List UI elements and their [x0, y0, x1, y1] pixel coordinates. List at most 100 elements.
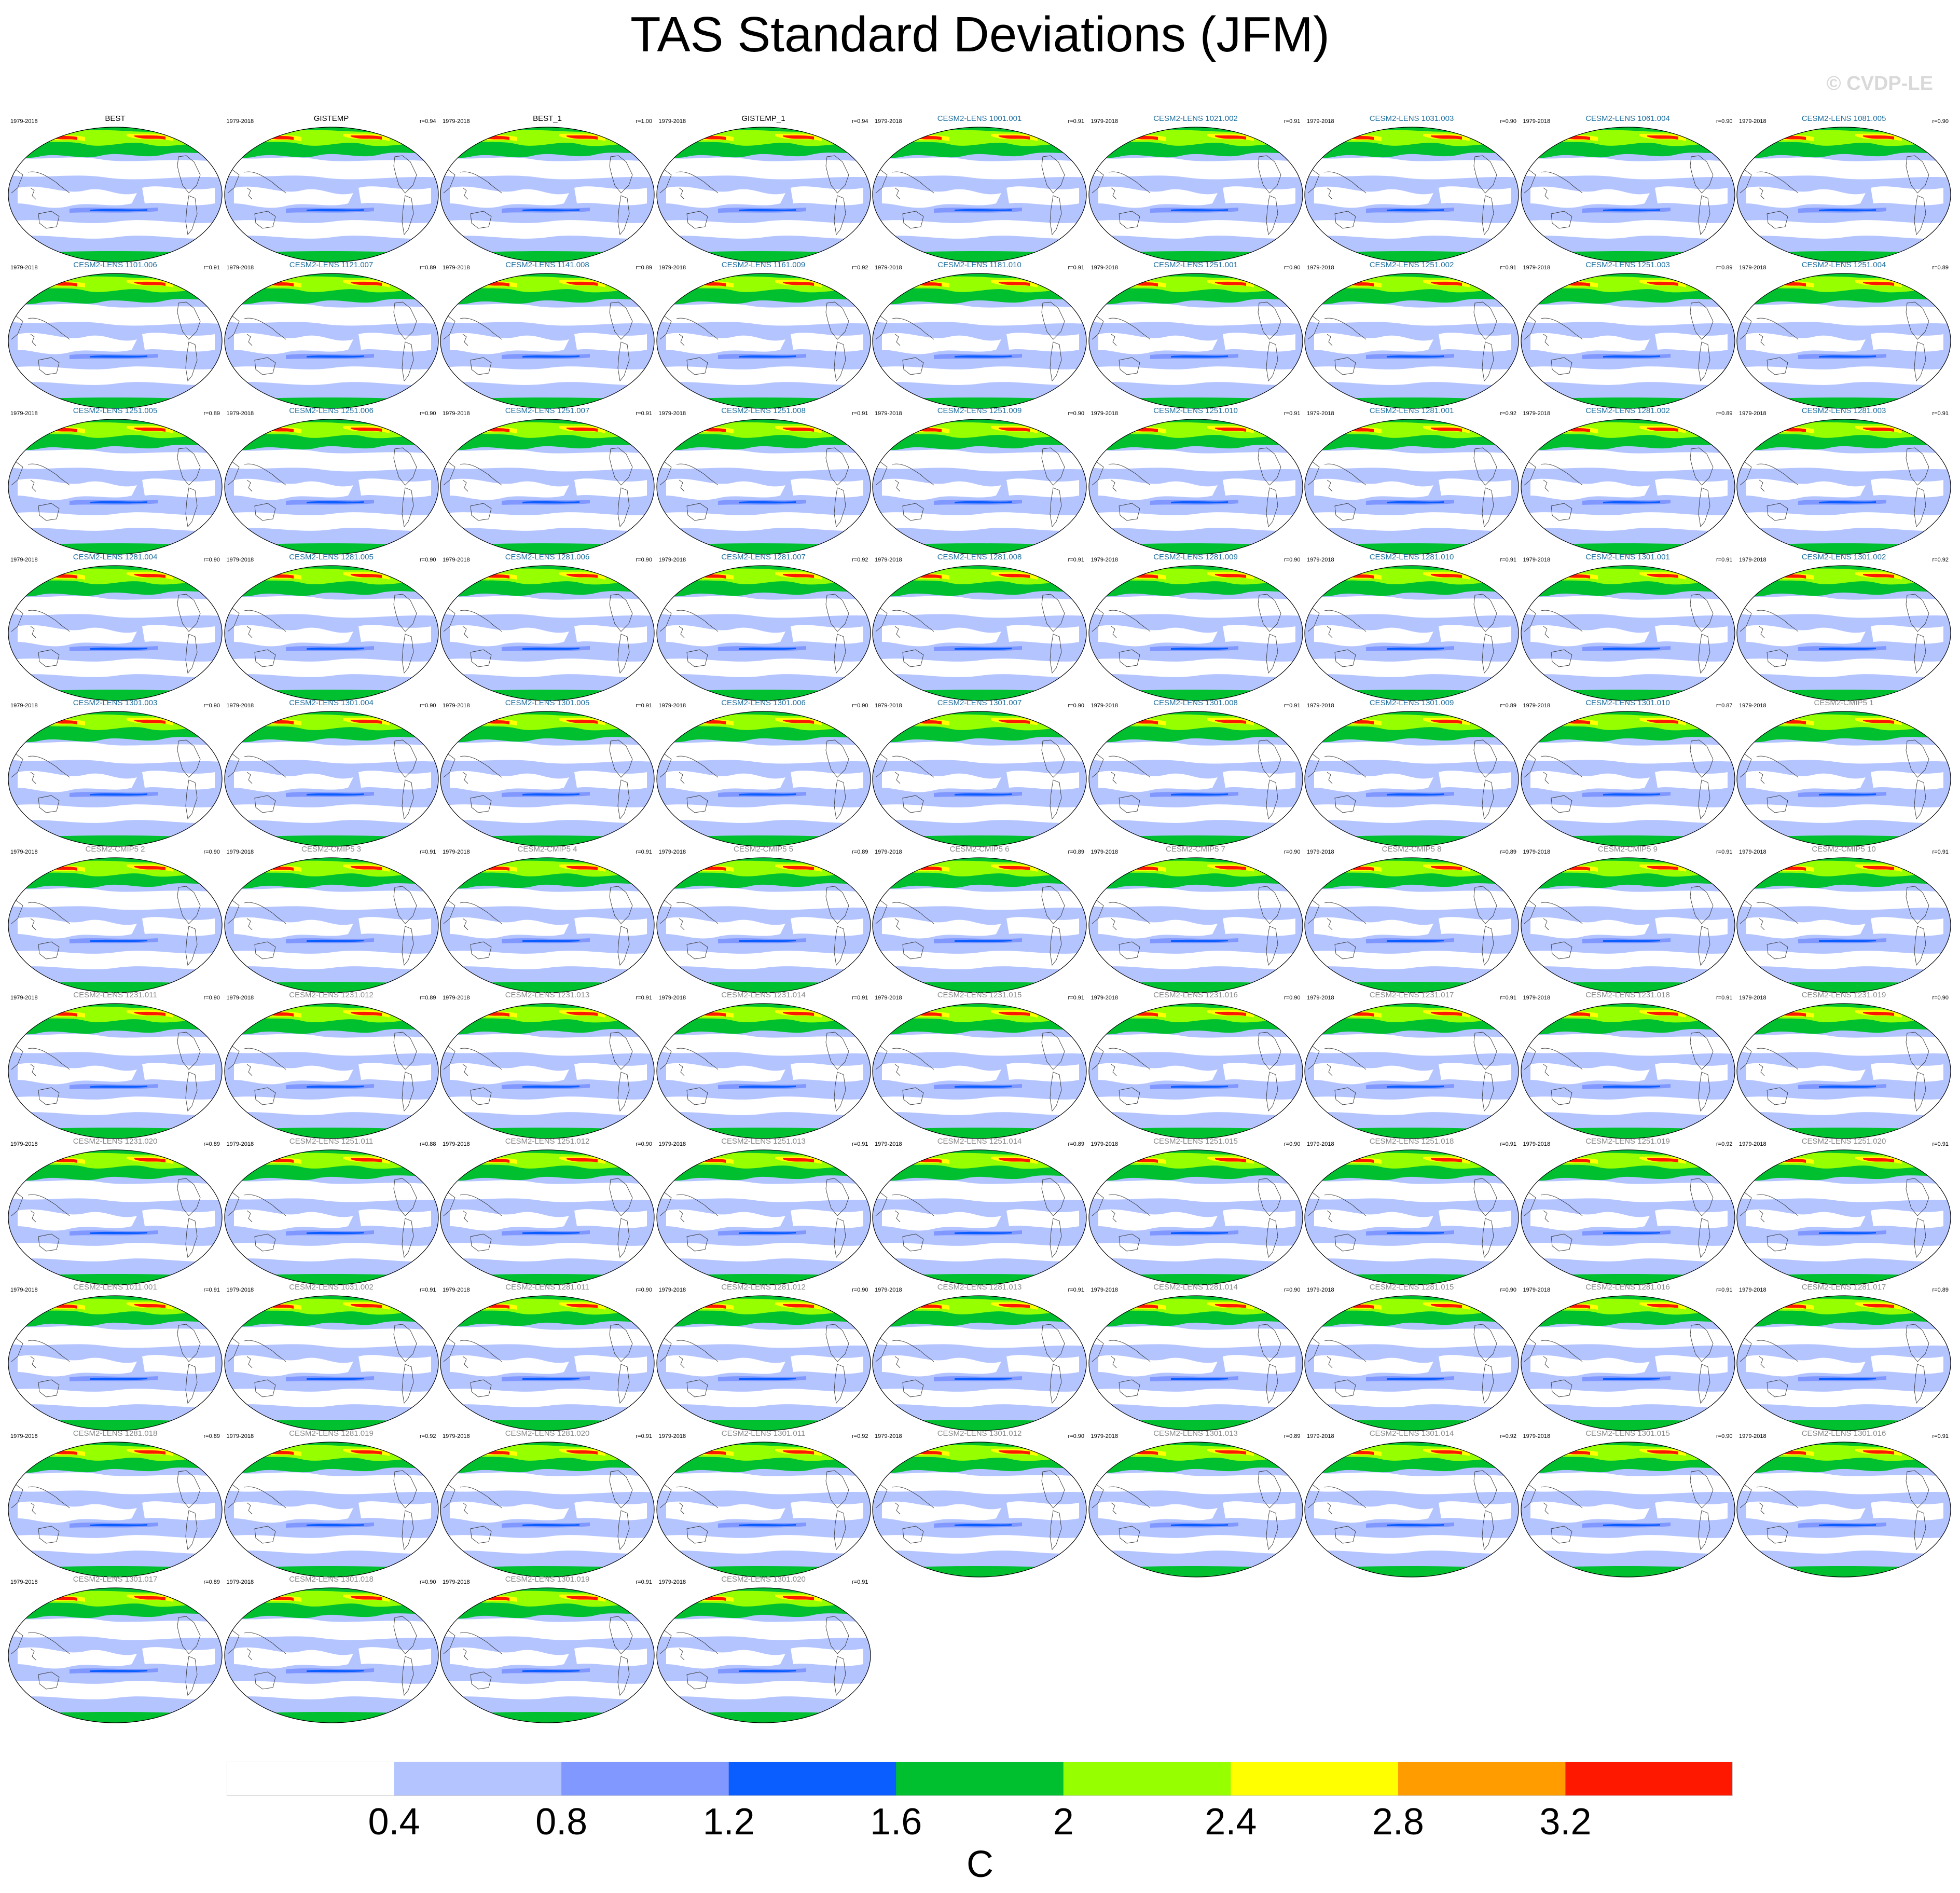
- panel-period: 1979-2018: [1523, 410, 1551, 417]
- map-panel-cesm2-lens-1231-012: 1979-2018 CESM2-LENS 1231.012 r=0.89: [224, 991, 439, 1140]
- world-map: [1520, 1002, 1736, 1140]
- panel-title: CESM2-LENS 1251.002: [1369, 260, 1454, 269]
- panel-title: CESM2-LENS 1231.019: [1801, 991, 1886, 999]
- map-panel-cesm2-lens-1231-015: 1979-2018 CESM2-LENS 1231.015 r=0.91: [872, 991, 1087, 1140]
- panel-period: 1979-2018: [226, 703, 254, 709]
- panel-period: 1979-2018: [443, 118, 470, 125]
- panel-title: CESM2-LENS 1251.014: [937, 1136, 1022, 1146]
- panel-pattern-correlation: r=0.90: [203, 556, 220, 563]
- panel-period: 1979-2018: [658, 1141, 686, 1147]
- panel-period: 1979-2018: [658, 264, 686, 271]
- map-panel-cesm2-lens-1281-005: 1979-2018 CESM2-LENS 1281.005 r=0.90: [224, 553, 439, 702]
- world-map: [1736, 856, 1952, 994]
- panel-title: BEST: [105, 114, 126, 123]
- world-map: [1088, 1148, 1304, 1286]
- panel-pattern-correlation: r=0.91: [852, 1141, 868, 1147]
- panel-period: 1979-2018: [226, 1287, 254, 1293]
- panel-pattern-correlation: r=0.91: [420, 848, 436, 855]
- panel-pattern-correlation: r=0.89: [1932, 1287, 1949, 1293]
- world-map: [872, 564, 1087, 702]
- colorbar-segment: [1231, 1762, 1399, 1796]
- panel-pattern-correlation: r=0.90: [852, 703, 868, 709]
- map-panel-cesm2-lens-1231-013: 1979-2018 CESM2-LENS 1231.013 r=0.91: [439, 991, 655, 1140]
- panel-period: 1979-2018: [1523, 995, 1551, 1001]
- panel-title: CESM2-LENS 1231.012: [289, 991, 374, 999]
- panel-title: CESM2-LENS 1251.010: [1153, 406, 1238, 415]
- map-panel-cesm2-lens-1031-002: 1979-2018 CESM2-LENS 1031.002 r=0.91: [224, 1283, 439, 1432]
- panel-title: CESM2-LENS 1301.020: [721, 1575, 806, 1584]
- map-panel-cesm2-lens-1251-012: 1979-2018 CESM2-LENS 1251.012 r=0.90: [439, 1137, 655, 1286]
- panel-pattern-correlation: r=0.91: [1068, 556, 1085, 563]
- panel-title: CESM2-LENS 1301.010: [1585, 698, 1670, 707]
- panel-pattern-correlation: r=0.91: [1068, 1287, 1085, 1293]
- panel-title: CESM2-LENS 1281.004: [73, 552, 158, 561]
- panel-pattern-correlation: r=0.91: [636, 703, 653, 709]
- panel-title: CESM2-LENS 1301.014: [1369, 1429, 1454, 1438]
- map-panel-cesm2-lens-1281-007: 1979-2018 CESM2-LENS 1281.007 r=0.92: [656, 553, 872, 702]
- panel-period: 1979-2018: [1307, 264, 1334, 271]
- world-map: [224, 710, 439, 848]
- panel-pattern-correlation: r=0.91: [852, 410, 868, 417]
- panel-pattern-correlation: r=0.89: [203, 1579, 220, 1585]
- map-panel-cesm2-lens-1281-006: 1979-2018 CESM2-LENS 1281.006 r=0.90: [439, 553, 655, 702]
- colorbar-tick-label: 2.8: [1372, 1801, 1424, 1843]
- panel-pattern-correlation: r=0.91: [1284, 118, 1301, 125]
- world-map: [1520, 418, 1736, 556]
- panel-pattern-correlation: r=0.89: [203, 410, 220, 417]
- panel-period: 1979-2018: [1739, 703, 1766, 709]
- panel-period: 1979-2018: [658, 848, 686, 855]
- map-panel-cesm2-lens-1281-002: 1979-2018 CESM2-LENS 1281.002 r=0.89: [1520, 406, 1736, 556]
- panel-title: CESM2-LENS 1281.015: [1369, 1283, 1454, 1292]
- map-panel-cesm2-lens-1281-019: 1979-2018 CESM2-LENS 1281.019 r=0.92: [224, 1429, 439, 1579]
- map-panel-cesm2-lens-1231-011: 1979-2018 CESM2-LENS 1231.011 r=0.90: [7, 991, 223, 1140]
- panel-title: CESM2-LENS 1281.017: [1801, 1283, 1886, 1292]
- panel-pattern-correlation: r=0.92: [852, 556, 868, 563]
- world-map: [7, 1294, 223, 1432]
- map-panel-cesm2-lens-1081-005: 1979-2018 CESM2-LENS 1081.005 r=0.90: [1736, 114, 1952, 264]
- panel-period: 1979-2018: [10, 703, 38, 709]
- colorbar-segment: [227, 1762, 395, 1796]
- world-map: [1088, 1441, 1304, 1579]
- map-panel-cesm2-lens-1251-010: 1979-2018 CESM2-LENS 1251.010 r=0.91: [1088, 406, 1304, 556]
- panel-title: CESM2-LENS 1301.004: [289, 698, 374, 707]
- panel-title: CESM2-CMIP5 6: [949, 844, 1010, 854]
- map-panel-cesm2-lens-1281-016: 1979-2018 CESM2-LENS 1281.016 r=0.91: [1520, 1283, 1736, 1432]
- panel-pattern-correlation: r=0.91: [203, 264, 220, 271]
- panel-pattern-correlation: r=0.89: [1068, 848, 1085, 855]
- panel-period: 1979-2018: [1739, 995, 1766, 1001]
- world-map: [1520, 272, 1736, 410]
- panel-pattern-correlation: r=0.91: [1932, 1141, 1949, 1147]
- panel-title: CESM2-CMIP5 9: [1597, 844, 1658, 854]
- map-panel-cesm2-lens-1231-018: 1979-2018 CESM2-LENS 1231.018 r=0.91: [1520, 991, 1736, 1140]
- panel-title: CESM2-LENS 1141.008: [505, 260, 589, 269]
- panel-period: 1979-2018: [1091, 1287, 1119, 1293]
- world-map: [656, 1002, 872, 1140]
- panel-pattern-correlation: r=0.90: [1284, 1287, 1301, 1293]
- panel-pattern-correlation: r=0.90: [1284, 1141, 1301, 1147]
- panel-title: CESM2-LENS 1281.014: [1153, 1283, 1238, 1292]
- world-map: [1088, 564, 1304, 702]
- map-panel-cesm2-lens-1251-019: 1979-2018 CESM2-LENS 1251.019 r=0.92: [1520, 1137, 1736, 1286]
- world-map: [1304, 710, 1520, 848]
- panel-title: CESM2-LENS 1251.015: [1153, 1136, 1238, 1146]
- world-map: [439, 126, 655, 264]
- map-panel-cesm2-cmip5-5: 1979-2018 CESM2-CMIP5 5 r=0.89: [656, 845, 872, 994]
- panel-title: CESM2-LENS 1251.011: [289, 1136, 374, 1146]
- panel-period: 1979-2018: [443, 848, 470, 855]
- panel-period: 1979-2018: [10, 118, 38, 125]
- map-panel-cesm2-lens-1301-014: 1979-2018 CESM2-LENS 1301.014 r=0.92: [1304, 1429, 1520, 1579]
- panel-pattern-correlation: r=0.91: [636, 848, 653, 855]
- colorbar-segment: [1565, 1762, 1733, 1796]
- world-map: [1304, 1441, 1520, 1579]
- panel-period: 1979-2018: [1091, 1141, 1119, 1147]
- panel-period: 1979-2018: [658, 410, 686, 417]
- panel-period: 1979-2018: [875, 556, 902, 563]
- world-map: [1304, 272, 1520, 410]
- world-map: [1520, 1294, 1736, 1432]
- panel-period: 1979-2018: [1307, 1433, 1334, 1439]
- panel-pattern-correlation: r=0.91: [1068, 995, 1085, 1001]
- panel-pattern-correlation: r=0.94: [852, 118, 868, 125]
- panel-period: 1979-2018: [1739, 118, 1766, 125]
- panel-period: 1979-2018: [875, 1287, 902, 1293]
- panel-period: 1979-2018: [443, 703, 470, 709]
